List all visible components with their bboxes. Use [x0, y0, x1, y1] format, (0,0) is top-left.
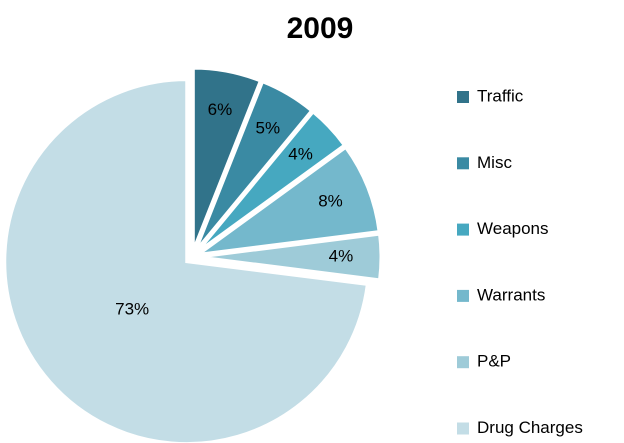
legend-label: Warrants	[477, 285, 545, 304]
legend-swatch	[457, 422, 469, 435]
pie-slice	[3, 78, 369, 443]
legend-swatch	[457, 223, 469, 236]
legend-label: Misc	[477, 153, 512, 172]
legend-swatch	[457, 289, 469, 302]
chart-title: 2009	[287, 12, 354, 45]
pie-slice	[191, 66, 263, 251]
data-label: 5%	[256, 118, 281, 137]
pie-slice	[198, 232, 383, 282]
legend-label: Traffic	[477, 86, 524, 105]
data-label: 8%	[318, 192, 343, 211]
legend-swatch	[457, 157, 469, 170]
legend-swatch	[457, 91, 469, 103]
pie-slice	[197, 145, 381, 256]
legend-swatch	[457, 356, 469, 369]
legend-label: P&P	[477, 352, 511, 371]
data-label: 73%	[115, 299, 149, 318]
data-label: 6%	[208, 100, 233, 119]
pie-slice	[195, 109, 347, 254]
legend-label: Weapons	[477, 219, 549, 238]
pie-slice	[194, 79, 314, 252]
data-label: 4%	[288, 145, 313, 164]
legend-label: Drug Charges	[477, 418, 583, 437]
data-label: 4%	[329, 246, 354, 265]
